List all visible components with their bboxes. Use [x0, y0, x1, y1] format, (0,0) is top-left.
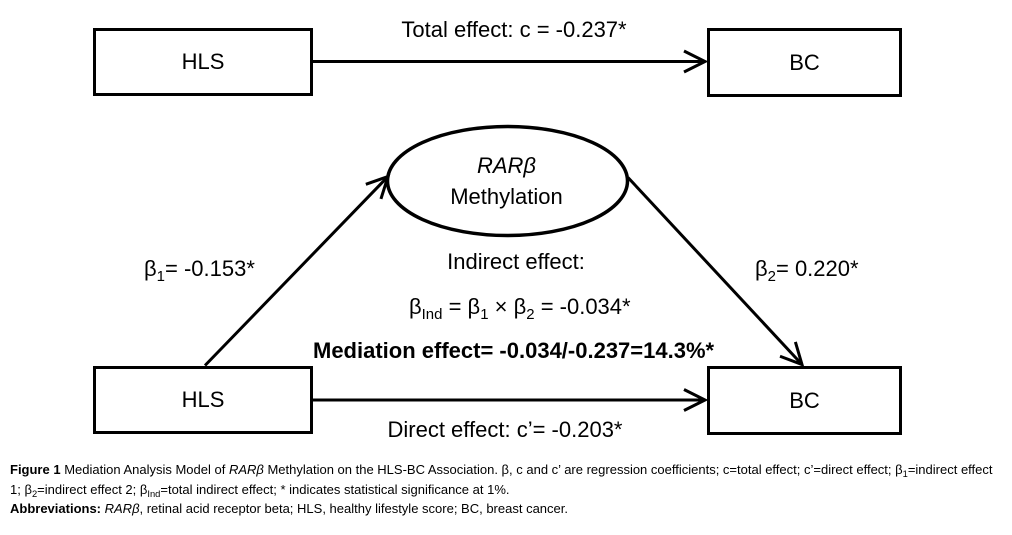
mediator-label-line1: RARβ [476, 152, 537, 178]
caption-line-2: 1; β2=indirect effect 2; βInd=total indi… [10, 481, 510, 499]
top-bc-label: BC [789, 49, 820, 75]
direct-effect-label: Direct effect: c’= -0.203* [387, 416, 623, 442]
top-bc-box: BC [707, 28, 902, 97]
top-hls-box: HLS [93, 28, 313, 96]
indirect-effect-formula: βInd = β1 × β2 = -0.034* [409, 293, 631, 324]
bottom-hls-box: HLS [93, 366, 313, 434]
top-hls-label: HLS [181, 49, 225, 74]
total-effect-label: Total effect: c = -0.237* [401, 17, 627, 42]
bottom-bc-label: BC [789, 387, 820, 413]
bottom-hls-label: HLS [181, 387, 225, 412]
indirect-effect-title: Indirect effect: [447, 248, 585, 274]
figure-caption: Figure 1 Mediation Analysis Model of RAR… [10, 461, 1005, 519]
beta1-arrow [203, 174, 391, 367]
beta2-label: β2= 0.220* [755, 255, 859, 286]
bottom-bc-box: BC [707, 366, 902, 435]
mediation-effect-label: Mediation effect= -0.034/-0.237=14.3%* [313, 338, 715, 363]
caption-line-1: Figure 1 Mediation Analysis Model of RAR… [10, 462, 993, 479]
mediator-label-line2: Methylation [450, 183, 563, 209]
beta2-arrow [626, 176, 805, 367]
mediator-label: RARβ Methylation [427, 150, 586, 212]
caption-line-3: Abbreviations: RARβ, retinal acid recept… [10, 501, 568, 517]
beta1-label: β1= -0.153* [144, 255, 255, 286]
